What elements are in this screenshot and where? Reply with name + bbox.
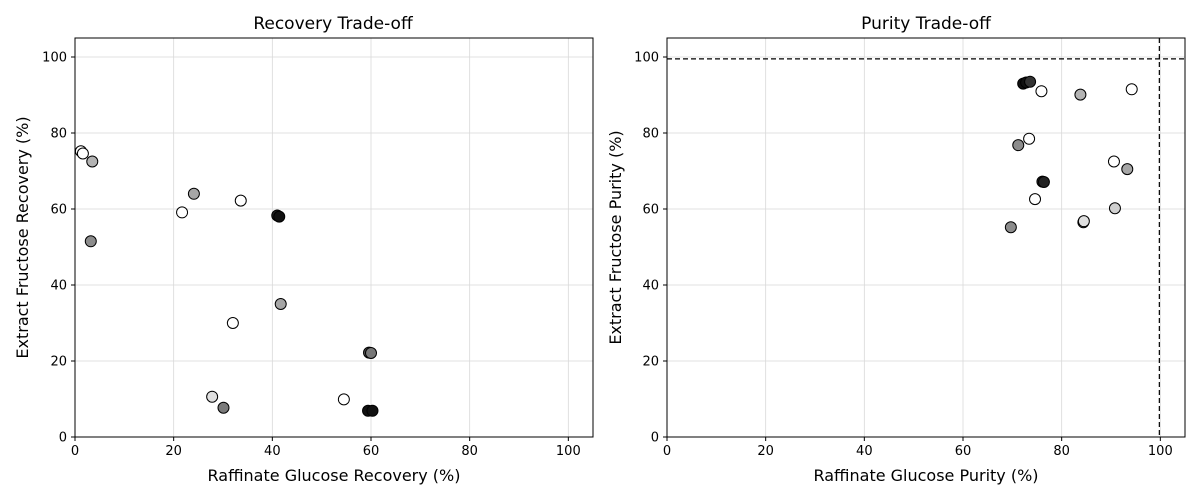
purity-x-tick-label-20: 20: [757, 444, 774, 459]
recovery-y-tick-label-100: 100: [42, 51, 67, 66]
recovery-point-3: [84, 235, 97, 248]
purity-point-6: [1023, 132, 1036, 145]
purity-reference-lines: [667, 38, 1185, 437]
purity-grid: [666, 38, 1185, 438]
purity-plot-frame: [666, 37, 1186, 438]
recovery-y-tick-label-0: 0: [59, 431, 67, 446]
purity-x-tick-label-100: 100: [1148, 444, 1173, 459]
recovery-x-tick-label-0: 0: [71, 444, 79, 459]
recovery-point-15: [337, 393, 350, 406]
recovery-x-tick-label-100: 100: [556, 444, 581, 459]
recovery-point-13: [206, 390, 219, 403]
purity-x-tick-label-80: 80: [1053, 444, 1070, 459]
recovery-x-axis-label: Raffinate Glucose Recovery (%): [208, 466, 461, 485]
recovery-point-5: [187, 187, 200, 200]
purity-y-tick-label-60: 60: [642, 203, 659, 218]
purity-point-13: [1108, 202, 1121, 215]
recovery-tradeoff-panel: Recovery Trade-off 0 20 40 60 80 100 0 20 40 60 80…: [13, 14, 594, 485]
purity-point-3: [1035, 85, 1048, 98]
purity-point-2: [1024, 75, 1037, 88]
purity-x-tick-label-40: 40: [856, 444, 873, 459]
purity-point-9: [1121, 163, 1134, 176]
purity-y-tick-label-40: 40: [642, 279, 659, 294]
recovery-point-4: [176, 206, 189, 219]
purity-ticks: 0 20 40 60 80 100 0 20 40 60 80 100: [634, 51, 1173, 460]
recovery-point-14: [217, 401, 230, 414]
purity-point-16: [1004, 221, 1017, 234]
purity-x-axis-label: Raffinate Glucose Purity (%): [813, 466, 1038, 485]
recovery-y-tick-label-80: 80: [50, 127, 67, 142]
purity-points: [1004, 75, 1138, 234]
purity-x-tick-label-0: 0: [663, 444, 671, 459]
purity-point-4: [1074, 88, 1087, 101]
recovery-point-6: [234, 194, 247, 207]
recovery-point-1: [76, 147, 89, 160]
recovery-point-17: [366, 404, 379, 417]
purity-point-8: [1107, 155, 1120, 168]
recovery-plot-frame: [74, 37, 594, 438]
purity-point-5: [1125, 83, 1138, 96]
recovery-point-12: [365, 347, 377, 360]
recovery-x-tick-label-80: 80: [461, 444, 478, 459]
recovery-point-10: [226, 317, 239, 329]
purity-y-tick-label-100: 100: [634, 51, 659, 66]
purity-y-tick-label-80: 80: [642, 127, 659, 142]
recovery-y-axis-label: Extract Fructose Recovery (%): [13, 116, 32, 358]
recovery-grid: [74, 38, 593, 438]
recovery-y-tick-label-40: 40: [50, 279, 67, 294]
purity-tradeoff-panel: Purity Trade-off 0 20 40 60 80 100 0 20 40 60 80 10…: [606, 14, 1186, 485]
purity-point-15: [1077, 215, 1090, 228]
recovery-y-tick-label-20: 20: [50, 355, 67, 370]
recovery-point-9: [274, 298, 287, 310]
recovery-x-tick-label-20: 20: [165, 444, 182, 459]
recovery-ticks: 0 20 40 60 80 100 0 20 40 60 80 100: [42, 51, 581, 460]
purity-point-12: [1029, 193, 1042, 206]
purity-y-tick-label-20: 20: [642, 355, 659, 370]
recovery-x-tick-label-60: 60: [363, 444, 380, 459]
purity-y-axis-label: Extract Fructose Purity (%): [606, 130, 625, 344]
recovery-points: [74, 145, 379, 417]
recovery-point-2: [86, 155, 99, 168]
recovery-chart-title: Recovery Trade-off: [253, 14, 414, 34]
recovery-x-tick-label-40: 40: [264, 444, 281, 459]
purity-point-7: [1012, 139, 1025, 152]
recovery-point-8: [273, 210, 286, 223]
purity-chart-title: Purity Trade-off: [861, 14, 992, 34]
purity-point-11: [1037, 176, 1050, 189]
recovery-y-tick-label-60: 60: [50, 203, 67, 218]
purity-y-tick-label-0: 0: [651, 431, 659, 446]
purity-x-tick-label-60: 60: [955, 444, 972, 459]
